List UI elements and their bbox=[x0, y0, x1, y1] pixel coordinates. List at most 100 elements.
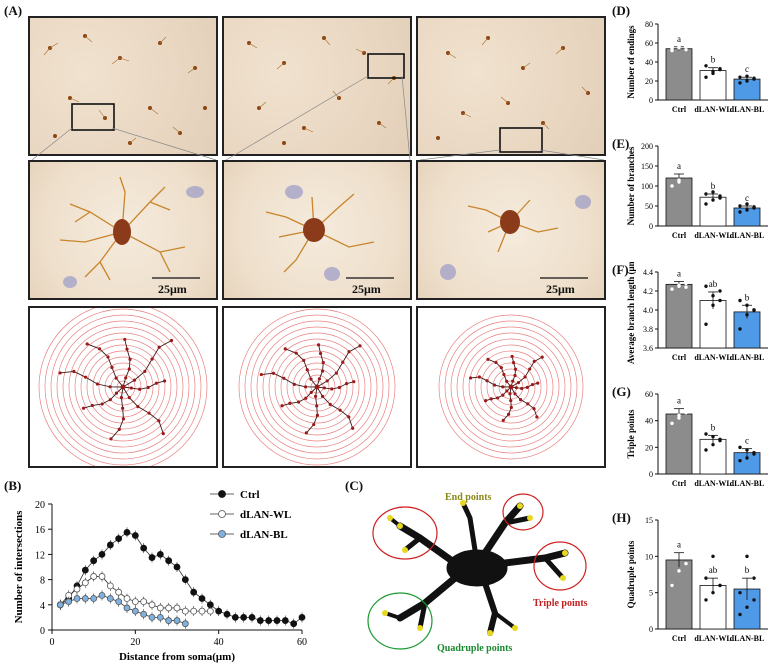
data-point bbox=[115, 598, 123, 606]
legend-label: dLAN-BL bbox=[240, 529, 288, 541]
data-point bbox=[711, 190, 715, 194]
y-tick-label: 3.8 bbox=[643, 325, 653, 334]
data-point bbox=[90, 595, 98, 602]
data-point bbox=[115, 588, 123, 596]
data-point bbox=[745, 605, 749, 609]
data-point bbox=[684, 561, 688, 566]
data-point bbox=[752, 598, 756, 602]
category-label: dLAN-WL bbox=[694, 105, 731, 114]
y-tick-label: 8 bbox=[40, 576, 45, 587]
y-axis-label: Quadruple points bbox=[626, 540, 636, 608]
inset-box bbox=[367, 53, 405, 79]
branch-node bbox=[90, 403, 94, 408]
data-point bbox=[98, 573, 106, 580]
branch-node bbox=[494, 360, 498, 365]
category-label: dLAN-BL bbox=[730, 105, 765, 114]
data-point bbox=[215, 607, 223, 615]
significance-letter: ab bbox=[709, 279, 718, 289]
data-point bbox=[148, 601, 156, 609]
branch-node bbox=[320, 394, 325, 398]
data-point bbox=[704, 598, 708, 602]
data-point bbox=[745, 554, 749, 559]
branch-node bbox=[95, 382, 100, 386]
branch-node bbox=[84, 375, 88, 379]
y-tick-label: 60 bbox=[645, 390, 653, 399]
data-point bbox=[704, 192, 708, 196]
branch-node bbox=[511, 361, 516, 365]
branch-node bbox=[72, 369, 76, 374]
branch-node bbox=[282, 376, 286, 380]
bar-Ctrl bbox=[665, 283, 693, 349]
data-point bbox=[670, 279, 674, 284]
data-point bbox=[181, 607, 189, 615]
data-point bbox=[173, 617, 181, 624]
data-point bbox=[165, 557, 173, 565]
data-point bbox=[56, 601, 64, 609]
data-point bbox=[290, 620, 298, 628]
branch-node bbox=[302, 358, 306, 362]
data-point bbox=[752, 308, 756, 312]
data-point bbox=[711, 198, 715, 202]
branch-node bbox=[513, 392, 517, 396]
data-point bbox=[240, 613, 248, 621]
y-tick-label: 40 bbox=[645, 58, 653, 67]
branch-node bbox=[505, 379, 509, 383]
data-point bbox=[206, 607, 214, 615]
branch-node bbox=[501, 418, 505, 422]
branch-node bbox=[496, 396, 500, 400]
sholl-ring bbox=[238, 308, 396, 466]
branch-node bbox=[513, 367, 518, 371]
branch-node bbox=[150, 357, 154, 361]
branch-node bbox=[315, 404, 319, 408]
data-point bbox=[81, 595, 89, 602]
y-tick-label: 4 bbox=[40, 601, 45, 612]
y-tick-label: 4.4 bbox=[643, 268, 653, 277]
micrograph-low-bl bbox=[416, 16, 606, 156]
data-point bbox=[123, 528, 131, 536]
branch-node bbox=[288, 401, 292, 406]
data-point bbox=[140, 544, 148, 552]
branch-node bbox=[358, 344, 362, 348]
category-label: Ctrl bbox=[672, 634, 687, 643]
legend-marker bbox=[218, 490, 226, 498]
data-point bbox=[140, 610, 148, 618]
data-point bbox=[738, 458, 742, 463]
branch-node bbox=[317, 377, 321, 381]
data-point bbox=[684, 408, 688, 412]
category-label: dLAN-BL bbox=[730, 353, 765, 362]
data-point bbox=[98, 551, 106, 558]
y-tick-label: 16 bbox=[35, 525, 45, 536]
data-point bbox=[745, 202, 749, 206]
micrograph-high-bl: 25μm bbox=[416, 160, 606, 300]
data-point bbox=[684, 44, 688, 48]
microglia-cell bbox=[440, 195, 591, 280]
branch-node bbox=[129, 386, 133, 390]
legend-marker bbox=[218, 530, 226, 538]
scale-bar-label: 25μm bbox=[546, 282, 575, 296]
data-point bbox=[677, 416, 681, 420]
data-point bbox=[738, 445, 742, 450]
branch-node bbox=[325, 379, 329, 383]
sholl-ring bbox=[86, 350, 160, 424]
traced-branch bbox=[122, 380, 165, 390]
data-point bbox=[156, 604, 164, 612]
branch-node bbox=[125, 347, 129, 351]
branch-node bbox=[513, 373, 517, 378]
data-point bbox=[745, 74, 749, 78]
cell-field bbox=[43, 34, 207, 145]
branch-node bbox=[127, 396, 131, 400]
branch-node bbox=[304, 431, 308, 435]
scale-bar-label: 25μm bbox=[158, 282, 187, 296]
data-point bbox=[223, 610, 231, 618]
branch-node bbox=[119, 395, 124, 400]
data-point bbox=[711, 442, 715, 447]
microglia-cell bbox=[265, 185, 394, 281]
micrograph-high-ctrl: 25μm bbox=[28, 160, 218, 300]
branch-node bbox=[309, 390, 313, 395]
micrograph-low-ctrl bbox=[28, 16, 218, 156]
branch-node bbox=[81, 406, 86, 410]
data-point bbox=[298, 613, 306, 621]
branch-node bbox=[312, 422, 316, 427]
y-tick-label: 60 bbox=[645, 39, 653, 48]
data-point bbox=[684, 172, 688, 176]
